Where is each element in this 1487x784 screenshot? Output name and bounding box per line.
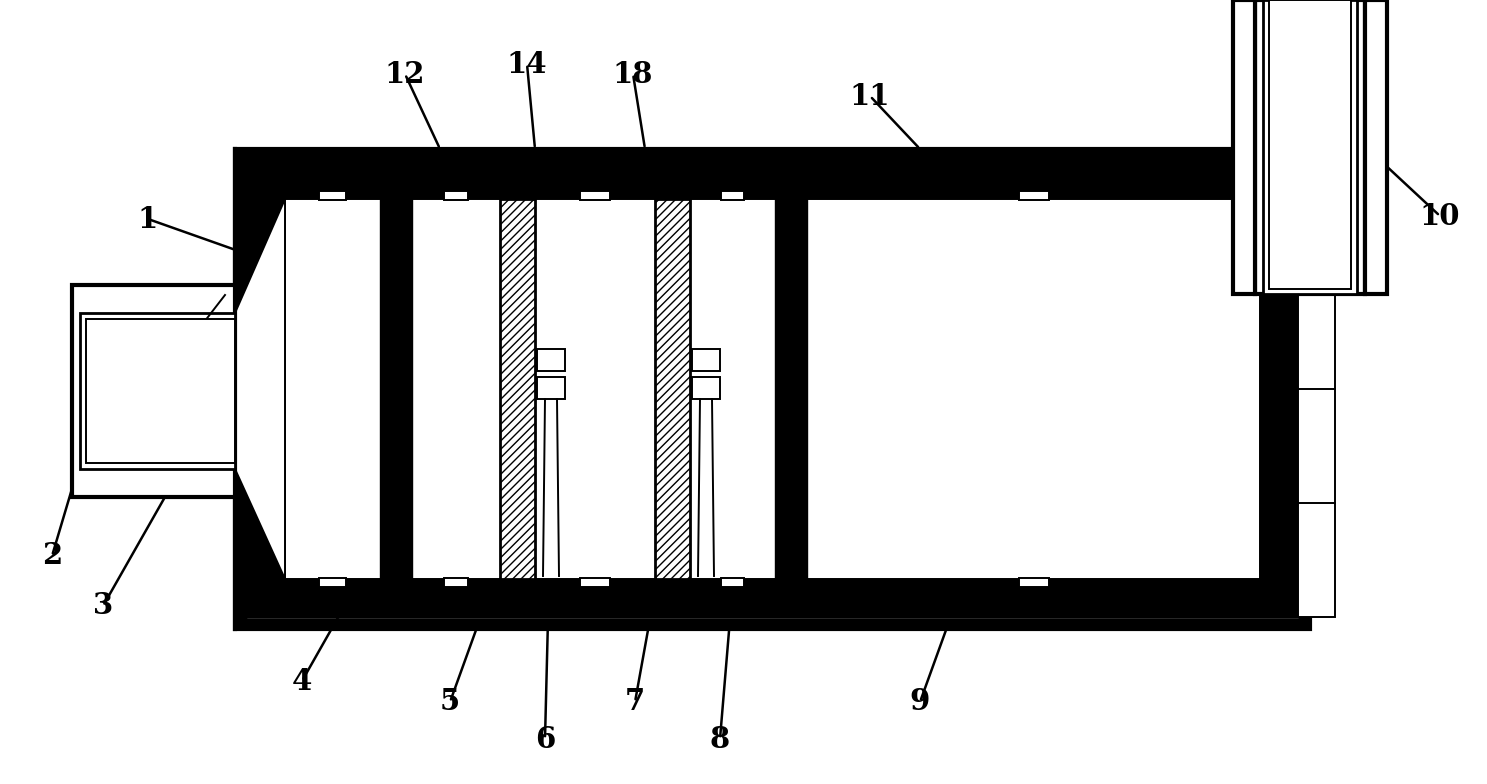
- Bar: [691, 349, 720, 371]
- Text: 1: 1: [138, 205, 158, 234]
- Bar: [1298, 161, 1335, 617]
- Text: 7: 7: [625, 688, 645, 717]
- Polygon shape: [235, 149, 247, 313]
- Bar: [537, 349, 565, 371]
- Bar: [654, 199, 690, 579]
- Bar: [1262, 0, 1358, 294]
- Bar: [1233, 0, 1255, 294]
- Bar: [235, 149, 1310, 629]
- Bar: [320, 191, 346, 200]
- Bar: [1259, 199, 1298, 579]
- Text: 2: 2: [42, 542, 62, 571]
- Polygon shape: [235, 199, 286, 579]
- Text: 10: 10: [1420, 201, 1460, 230]
- Text: 14: 14: [507, 49, 547, 78]
- Polygon shape: [235, 161, 286, 313]
- Text: 9: 9: [910, 688, 931, 717]
- Text: 18: 18: [613, 60, 653, 89]
- Bar: [1259, 149, 1387, 199]
- Bar: [1019, 578, 1048, 587]
- Bar: [1233, 149, 1387, 294]
- Text: 8: 8: [709, 724, 730, 753]
- Text: 6: 6: [535, 724, 555, 753]
- Polygon shape: [235, 469, 247, 629]
- Bar: [247, 161, 1298, 617]
- Bar: [286, 199, 1259, 579]
- Bar: [320, 578, 346, 587]
- Bar: [443, 191, 468, 200]
- Bar: [500, 199, 535, 579]
- Bar: [1268, 0, 1352, 289]
- Bar: [1019, 191, 1048, 200]
- Text: 4: 4: [291, 666, 312, 695]
- Bar: [691, 377, 720, 399]
- Bar: [1233, 149, 1259, 199]
- Bar: [721, 578, 745, 587]
- Bar: [721, 191, 745, 200]
- Bar: [381, 199, 412, 579]
- Bar: [247, 161, 1298, 617]
- Bar: [443, 578, 468, 587]
- Text: 12: 12: [385, 60, 425, 89]
- Bar: [580, 578, 610, 587]
- Bar: [86, 319, 235, 463]
- Bar: [80, 313, 235, 469]
- Text: 5: 5: [440, 688, 459, 717]
- Bar: [580, 191, 610, 200]
- Bar: [1233, 149, 1387, 294]
- Bar: [775, 199, 807, 579]
- Text: 3: 3: [92, 591, 113, 620]
- Text: 11: 11: [849, 82, 891, 111]
- Bar: [1255, 0, 1365, 294]
- Bar: [537, 377, 565, 399]
- Bar: [247, 161, 1298, 617]
- Bar: [71, 285, 235, 497]
- Polygon shape: [235, 469, 286, 617]
- Bar: [1365, 0, 1387, 294]
